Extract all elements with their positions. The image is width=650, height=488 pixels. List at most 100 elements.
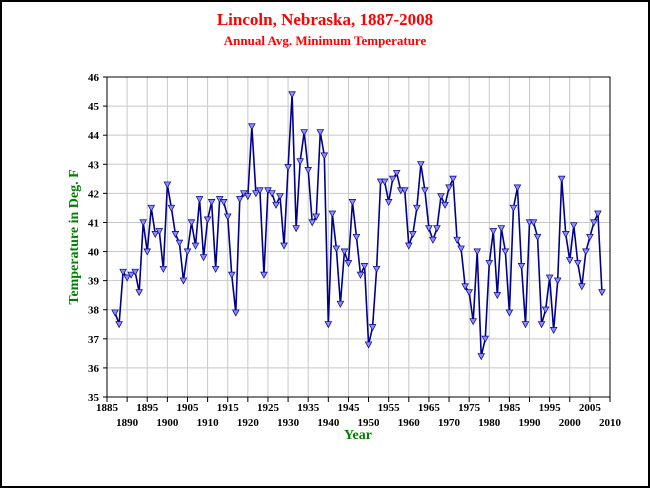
data-point [187, 219, 196, 227]
data-point [594, 210, 602, 218]
y-axis-label: Temperature in Deg. F [67, 169, 82, 304]
data-point [429, 236, 437, 244]
data-point [400, 187, 409, 195]
chart-title: Lincoln, Nebraska, 1887-2008 [217, 10, 433, 29]
data-point [236, 196, 244, 204]
x-tick-label: 1940 [317, 417, 340, 429]
data-point [405, 242, 413, 250]
data-point [469, 318, 477, 326]
data-point [421, 187, 429, 195]
data-point [167, 204, 176, 212]
data-point [119, 268, 127, 276]
data-point [143, 248, 152, 256]
data-point [211, 265, 220, 273]
x-tick-label: 1970 [438, 417, 461, 429]
data-point [227, 271, 236, 279]
x-tick-label: 1945 [337, 402, 360, 414]
data-point [284, 164, 292, 172]
y-tick-label: 36 [88, 363, 100, 375]
x-tick-label: 1920 [237, 417, 260, 429]
x-tick-label: 2010 [599, 417, 622, 429]
data-point [517, 263, 526, 271]
data-point [529, 219, 538, 227]
data-point [509, 204, 518, 212]
y-tick-label: 45 [88, 101, 100, 113]
data-point [352, 233, 361, 241]
x-tick-label: 1900 [156, 417, 179, 429]
x-tick-label: 1935 [297, 402, 320, 414]
data-point [449, 175, 457, 183]
data-point [590, 219, 598, 227]
data-point [578, 283, 586, 291]
data-point [360, 263, 369, 271]
data-point [368, 324, 377, 332]
data-point [425, 225, 433, 233]
data-point [380, 178, 389, 186]
data-point [320, 152, 329, 160]
data-point [445, 184, 453, 192]
x-tick-label: 2005 [579, 402, 602, 414]
data-point [296, 158, 304, 166]
data-point [203, 216, 212, 224]
data-point [356, 271, 365, 279]
data-point [453, 236, 461, 244]
axis-ticks [103, 76, 611, 402]
x-tick-label: 1985 [498, 402, 521, 414]
data-point [115, 321, 123, 329]
data-point [441, 201, 449, 209]
data-point [308, 219, 317, 227]
data-point [155, 228, 164, 236]
data-point [199, 254, 208, 262]
y-tick-label: 46 [88, 72, 100, 84]
data-point [292, 225, 300, 233]
x-tick-label: 2000 [559, 417, 582, 429]
series-line [114, 94, 603, 357]
data-point [139, 219, 148, 227]
data-point [324, 321, 333, 329]
data-point [336, 300, 345, 308]
data-point [248, 123, 256, 131]
data-point [316, 129, 325, 137]
data-point [457, 245, 465, 253]
data-point [272, 201, 280, 209]
x-tick-label: 1910 [197, 417, 220, 429]
data-point [409, 231, 417, 239]
data-series [114, 94, 603, 357]
data-point [183, 248, 192, 256]
data-point [549, 327, 558, 335]
data-point [131, 268, 139, 276]
data-point [163, 181, 172, 189]
data-point [384, 199, 393, 207]
y-tick-label: 42 [88, 188, 100, 200]
x-tick-label: 1995 [539, 402, 562, 414]
data-point [175, 239, 184, 247]
data-point [465, 289, 473, 297]
y-tick-label: 40 [88, 247, 100, 259]
data-point [388, 175, 397, 183]
data-point [461, 283, 469, 291]
data-point [372, 265, 381, 273]
data-point [521, 321, 530, 329]
data-point [501, 248, 510, 256]
data-point [437, 193, 445, 201]
y-tick-label: 35 [88, 392, 100, 404]
data-point [413, 204, 421, 212]
data-point [256, 187, 264, 195]
data-point [553, 277, 562, 285]
data-point [537, 321, 546, 329]
data-point [485, 260, 494, 268]
data-point [364, 341, 373, 349]
data-point [598, 289, 606, 297]
x-tick-label: 1980 [478, 417, 501, 429]
data-point [348, 199, 357, 207]
data-point [561, 231, 570, 239]
data-point [159, 265, 168, 273]
data-point [574, 260, 582, 268]
data-point [513, 184, 522, 192]
y-tick-label: 43 [88, 159, 100, 171]
data-point [497, 225, 506, 233]
tick-labels: 35 36 37 38 39 40 41 42 43 44 45 46 1885 1895 1905 1915… [88, 72, 622, 429]
data-point [219, 199, 228, 207]
